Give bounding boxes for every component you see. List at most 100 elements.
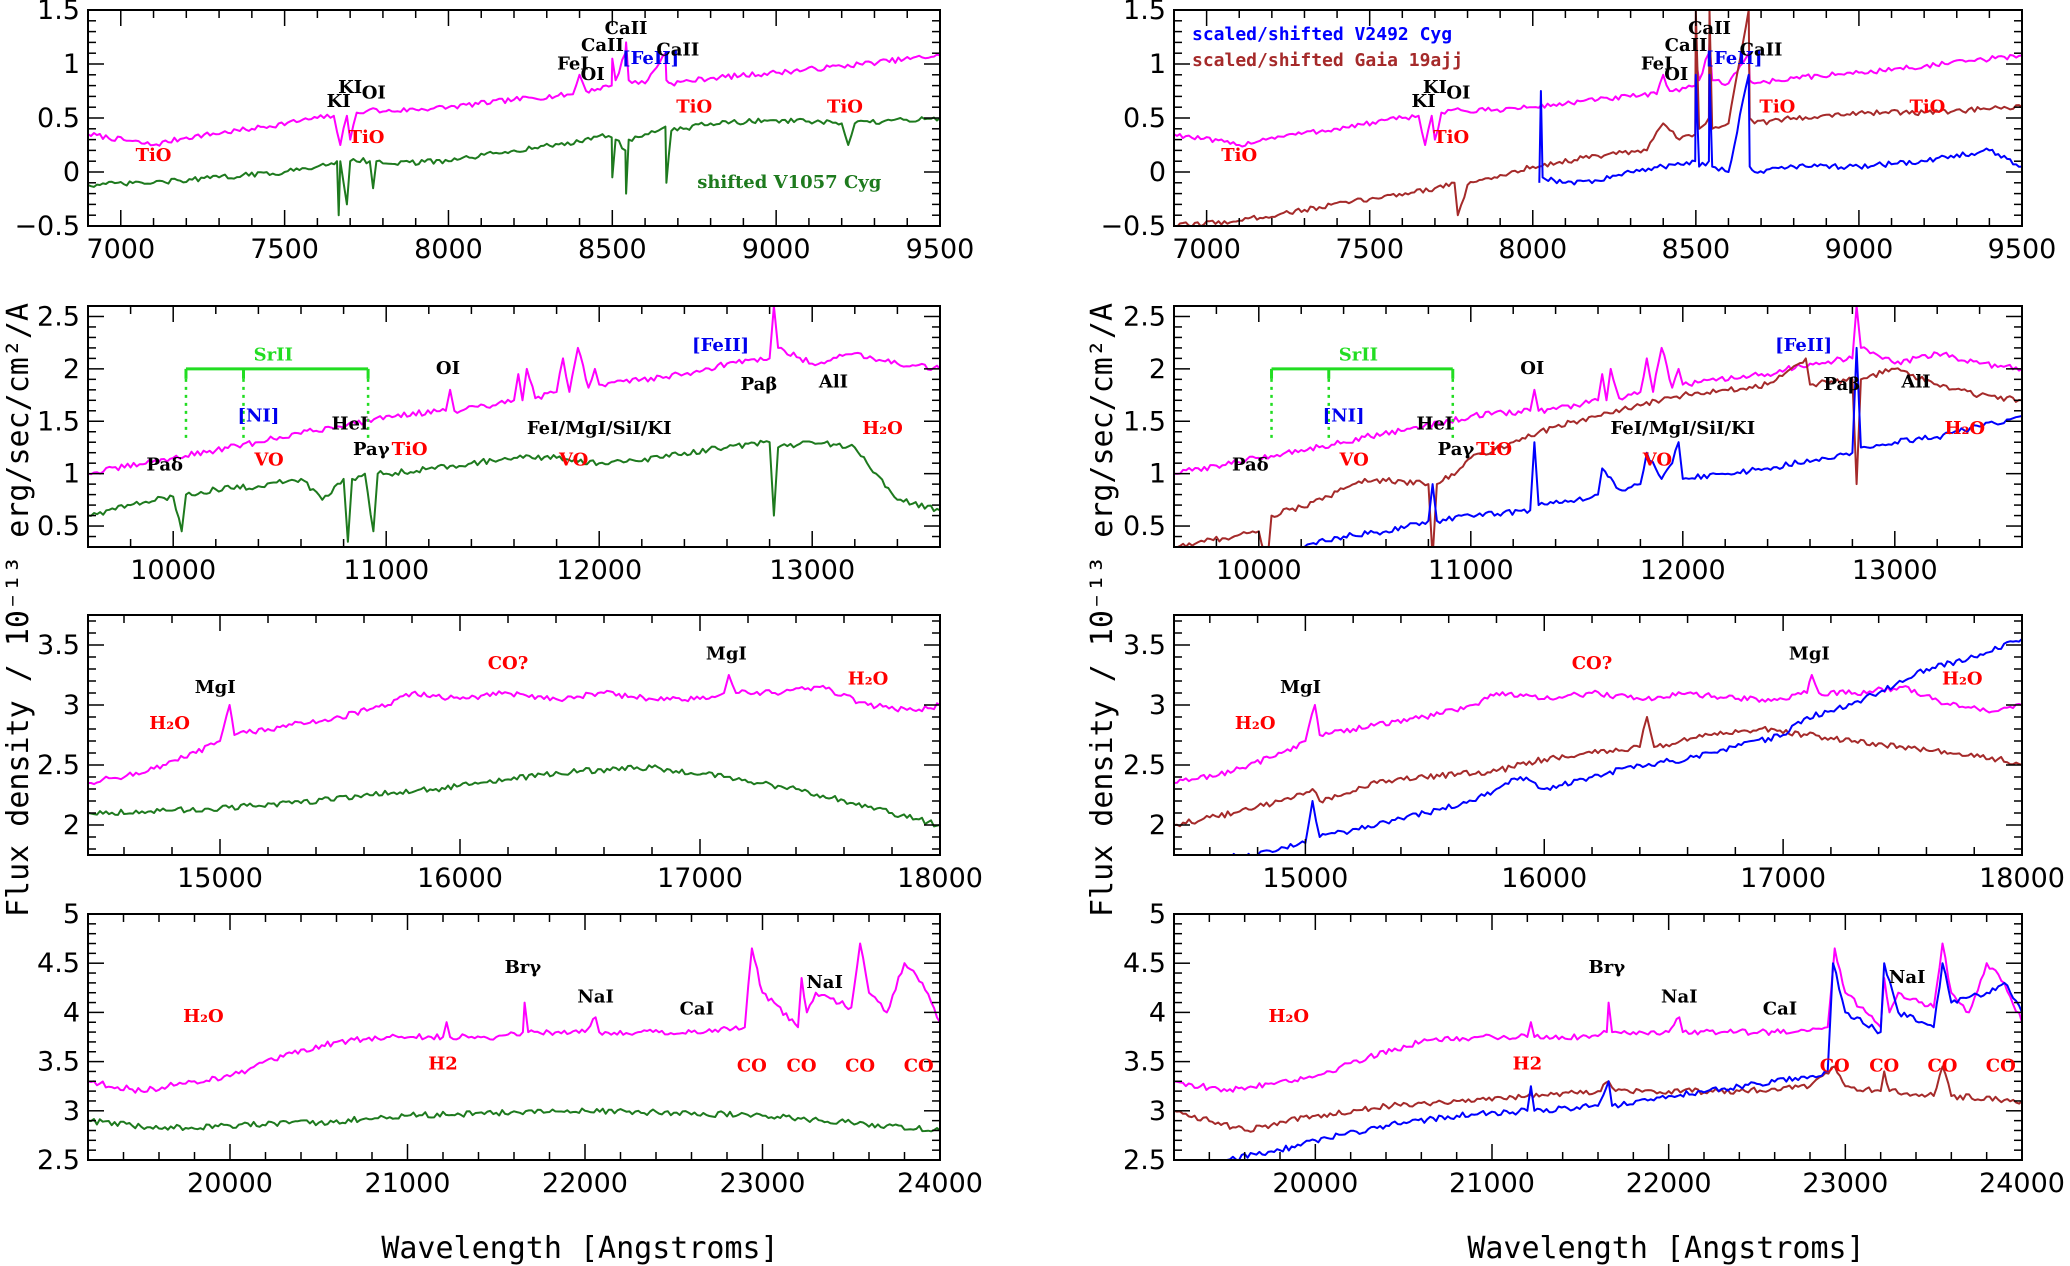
annotation-label: CaII bbox=[581, 35, 624, 56]
annotation-label: NaI bbox=[1661, 987, 1698, 1008]
y-tick-label: −0.5 bbox=[1100, 211, 1166, 242]
series-group bbox=[88, 674, 940, 828]
y-tick-label: 2.5 bbox=[37, 1145, 80, 1176]
y-tick-label: 2 bbox=[1149, 810, 1166, 841]
panel-R1: 7000 7500 8000 8500 9000 9500 −0.5 0 0.5 1 1.5 TiO K… bbox=[1100, 0, 2056, 265]
annotation-label: CO bbox=[737, 1055, 767, 1076]
annotation-label: SrII bbox=[1339, 344, 1378, 365]
x-tick-label: 11000 bbox=[1428, 555, 1514, 586]
annotation-label: KI bbox=[327, 91, 351, 112]
y-tick-label: 1 bbox=[63, 49, 80, 80]
y-tick-label: 3.5 bbox=[1123, 630, 1166, 661]
x-tick-label: 18000 bbox=[897, 863, 983, 894]
x-tick-label: 16000 bbox=[417, 863, 503, 894]
y-tick-label: 3.5 bbox=[37, 630, 80, 661]
annotation-label: KI bbox=[338, 77, 362, 98]
annotation-label: CO bbox=[1927, 1055, 1957, 1076]
series-group bbox=[88, 41, 940, 217]
series-line-1 bbox=[1174, 10, 2022, 226]
annotation-label: H₂O bbox=[1942, 669, 1983, 690]
annotation-label: CO bbox=[787, 1055, 817, 1076]
annotation-label: TiO bbox=[676, 97, 712, 118]
annotation-label: [NI] bbox=[237, 405, 279, 426]
annotation-label: H₂O bbox=[1944, 418, 1985, 439]
plot-frame bbox=[87, 305, 941, 548]
series-line-1 bbox=[88, 764, 940, 828]
x-axis-title-left: Wavelength [Angstroms] bbox=[381, 1231, 778, 1266]
x-tick-label: 17000 bbox=[657, 863, 743, 894]
annotation-label: MgI bbox=[1789, 643, 1830, 664]
y-tick-label: 2.5 bbox=[1123, 1145, 1166, 1176]
series-group bbox=[1174, 10, 2022, 226]
annotation-label: TiO bbox=[1909, 97, 1945, 118]
y-tick-label: 0.5 bbox=[1123, 511, 1166, 542]
x-tick-label: 20000 bbox=[187, 1168, 273, 1199]
y-tick-label: 0 bbox=[1149, 157, 1166, 188]
y-tick-label: 1.5 bbox=[37, 0, 80, 26]
y-tick-label: 0.5 bbox=[1123, 103, 1166, 134]
annotation-label: FeI/MgI/SiI/KI bbox=[1610, 418, 1755, 439]
annotation-label: Brγ bbox=[1589, 957, 1626, 978]
annotation-label: H₂O bbox=[1269, 1006, 1310, 1027]
series-line-2 bbox=[1226, 962, 2022, 1160]
series-line-2 bbox=[1538, 73, 2022, 186]
panel-L1: 7000 7500 8000 8500 9000 9500 −0.5 0 0.5 1 1.5 TiO K… bbox=[14, 0, 974, 265]
series-group bbox=[1174, 638, 2022, 855]
annotation-label: MgI bbox=[1280, 677, 1321, 698]
annotation-label: NaI bbox=[1889, 967, 1926, 988]
annotation-label: CaII bbox=[1665, 35, 1708, 56]
x-tick-label: 9500 bbox=[1988, 234, 2057, 265]
series-group bbox=[88, 942, 940, 1133]
x-tick-label: 23000 bbox=[720, 1168, 806, 1199]
y-tick-label: 3.5 bbox=[37, 1047, 80, 1078]
x-tick-label: 7500 bbox=[1335, 234, 1404, 265]
x-tick-label: 8000 bbox=[1498, 234, 1567, 265]
legend: scaled/shifted V2492 Cyg scaled/shifted G… bbox=[1192, 24, 1463, 71]
x-tick-label: 18000 bbox=[1979, 863, 2065, 894]
y-tick-label: 1 bbox=[63, 459, 80, 490]
annotation-label: OI bbox=[1664, 64, 1688, 85]
y-tick-label: 2.5 bbox=[1123, 301, 1166, 332]
annotation-label: TiO bbox=[136, 145, 172, 166]
annotation-label: FeI bbox=[1641, 53, 1673, 74]
series-line-2 bbox=[1301, 346, 2022, 547]
annotation-label: MgI bbox=[706, 643, 747, 664]
series-line-0 bbox=[1174, 306, 2022, 475]
x-tick-label: 9500 bbox=[906, 234, 975, 265]
annotation-label: VO bbox=[1339, 449, 1369, 470]
annotation-label: TiO bbox=[1433, 127, 1469, 148]
plot-frame bbox=[87, 913, 941, 1161]
annotation-label: CaI bbox=[1763, 998, 1797, 1019]
annotation-label: OI bbox=[1446, 83, 1470, 104]
x-tick-label: 12000 bbox=[1640, 555, 1726, 586]
annotation-label: CO? bbox=[1572, 653, 1613, 674]
series-group bbox=[1174, 942, 2022, 1160]
x-tick-label: 8500 bbox=[578, 234, 647, 265]
annotation-label: Paβ bbox=[1823, 374, 1860, 395]
legend-entry: scaled/shifted V2492 Cyg bbox=[1192, 24, 1452, 45]
series-line-1 bbox=[1174, 357, 2022, 547]
annotation-label: H₂O bbox=[183, 1006, 224, 1027]
y-tick-label: 3 bbox=[1149, 1096, 1166, 1127]
x-tick-label: 8500 bbox=[1661, 234, 1730, 265]
annotation-label: TiO bbox=[1221, 145, 1257, 166]
annotation-label: NaI bbox=[806, 972, 843, 993]
y-tick-label: 0.5 bbox=[37, 511, 80, 542]
annotation-label: Paδ bbox=[1232, 455, 1269, 476]
y-tick-label: 1.5 bbox=[1123, 0, 1166, 26]
panel-R2: 10000 11000 12000 13000 0.5 1 1.5 2 2.5 SrII [NI] H… bbox=[1123, 301, 2023, 586]
annotation-label: KI bbox=[1423, 77, 1447, 98]
annotation-label: TiO bbox=[827, 97, 863, 118]
annotation-label: AlI bbox=[1900, 372, 1930, 393]
x-tick-label: 15000 bbox=[177, 863, 263, 894]
annotation-label: VO bbox=[558, 449, 588, 470]
annotation-label: VO bbox=[1642, 449, 1672, 470]
y-tick-label: 1.5 bbox=[1123, 406, 1166, 437]
annotation-label: H₂O bbox=[1235, 713, 1276, 734]
annotation-label: H2 bbox=[428, 1053, 458, 1074]
annotation-label: [FeII] bbox=[1705, 48, 1762, 69]
x-tick-label: 16000 bbox=[1501, 863, 1587, 894]
